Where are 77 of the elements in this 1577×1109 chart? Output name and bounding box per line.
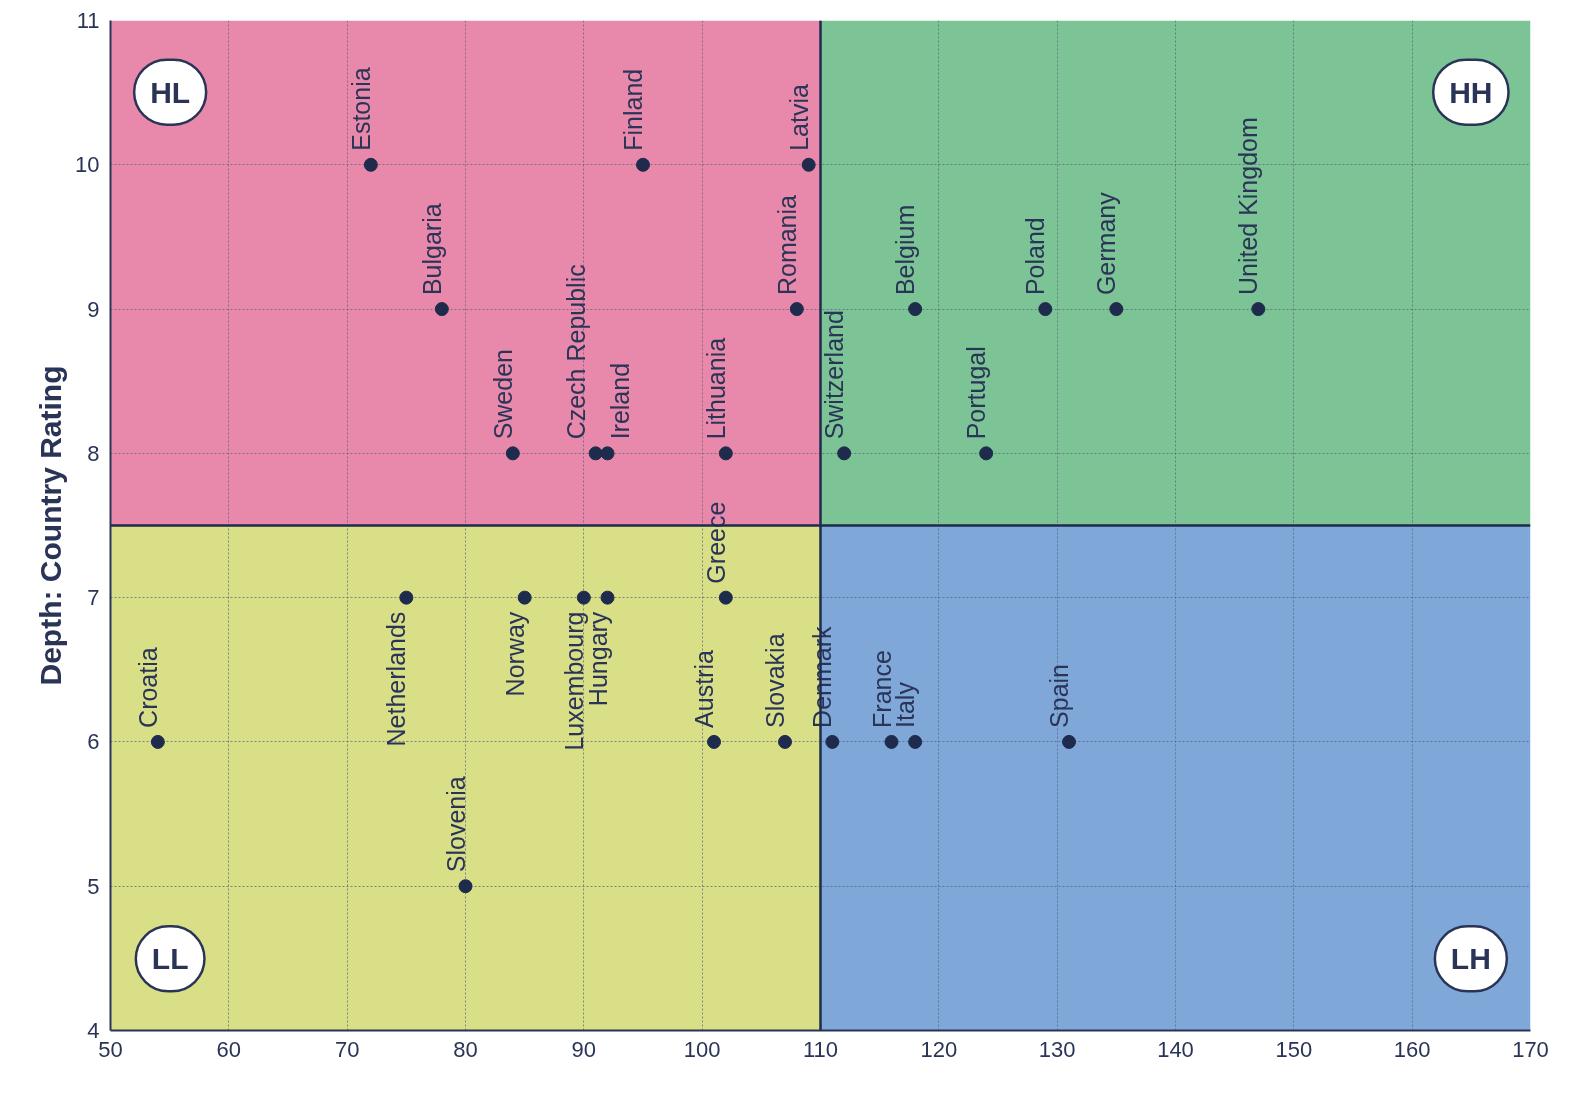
annotation: LH xyxy=(1450,942,1491,976)
annotation: HH xyxy=(1449,75,1493,109)
x-tick-label: 70 xyxy=(334,1036,360,1062)
text: Ireland xyxy=(605,362,634,440)
point xyxy=(1062,734,1076,749)
point xyxy=(801,157,816,172)
text: Finland xyxy=(619,68,647,151)
text: Switzerland xyxy=(820,310,849,440)
text: Greece xyxy=(701,501,730,584)
point xyxy=(600,590,615,605)
text: Bulgaria xyxy=(417,203,446,296)
y-tick-label: 10 xyxy=(75,152,100,178)
x-tick-label: 60 xyxy=(216,1036,242,1062)
text: Croatia xyxy=(133,647,162,728)
point xyxy=(908,302,923,317)
point xyxy=(884,734,899,749)
point xyxy=(458,879,473,894)
y-tick-label: 9 xyxy=(87,296,100,322)
point xyxy=(363,157,378,172)
text: Poland xyxy=(1021,217,1050,296)
x-tick-label: 100 xyxy=(683,1036,721,1062)
point xyxy=(718,590,733,605)
point xyxy=(399,590,414,605)
y-tick-label: 11 xyxy=(76,8,100,33)
annotation: LL xyxy=(151,942,189,976)
point xyxy=(908,734,923,749)
y-tick-label: 4 xyxy=(87,1018,100,1043)
point xyxy=(588,446,603,461)
x-tick-label: 50 xyxy=(98,1036,123,1062)
point xyxy=(778,734,792,749)
text: United Kingdom xyxy=(1234,117,1263,296)
x-tick-label: 90 xyxy=(571,1036,597,1062)
point xyxy=(600,446,615,461)
annotation: HL xyxy=(150,75,191,109)
point xyxy=(434,302,449,317)
y-tick-label: 5 xyxy=(87,873,100,899)
x-tick-label: 140 xyxy=(1157,1036,1194,1062)
text: Latvia xyxy=(784,83,813,151)
text: Netherlands xyxy=(382,611,411,747)
text: Sweden xyxy=(488,349,517,440)
point xyxy=(505,446,520,461)
x-tick-label: 150 xyxy=(1275,1036,1313,1062)
x-tick-label: 110 xyxy=(802,1036,839,1062)
text: Portugal xyxy=(962,346,991,440)
text: Spain xyxy=(1045,663,1073,728)
text: Slovenia xyxy=(441,776,470,873)
text: Lithuania xyxy=(701,337,730,440)
y-axis-title: Depth: Country Rating xyxy=(34,365,68,686)
x-tick-label: 120 xyxy=(920,1036,958,1062)
y-tick-label: 6 xyxy=(87,729,100,755)
text: Slovakia xyxy=(761,633,789,728)
point xyxy=(517,590,532,605)
text: Belgium xyxy=(891,204,920,296)
point xyxy=(636,157,650,172)
point xyxy=(825,734,840,749)
text: Estonia xyxy=(346,67,375,151)
point xyxy=(1038,302,1053,317)
point xyxy=(707,734,721,749)
point xyxy=(789,302,804,317)
point xyxy=(979,446,994,461)
x-tick-label: 130 xyxy=(1038,1036,1076,1062)
point xyxy=(150,734,165,749)
text: Romania xyxy=(772,194,801,296)
point xyxy=(1109,302,1124,317)
text: Czech Republic xyxy=(561,264,590,440)
point xyxy=(1251,302,1266,317)
x-tick-label: 170 xyxy=(1512,1036,1549,1062)
point xyxy=(837,446,852,461)
x-tick-label: 80 xyxy=(453,1036,478,1062)
text: Germany xyxy=(1092,191,1121,296)
text: Norway xyxy=(500,611,529,697)
text: Austria xyxy=(690,650,718,728)
x-tick-label: 160 xyxy=(1393,1036,1431,1062)
y-tick-label: 7 xyxy=(87,585,100,611)
point xyxy=(576,590,591,605)
y-tick-label: 8 xyxy=(87,440,100,466)
point xyxy=(718,446,733,461)
